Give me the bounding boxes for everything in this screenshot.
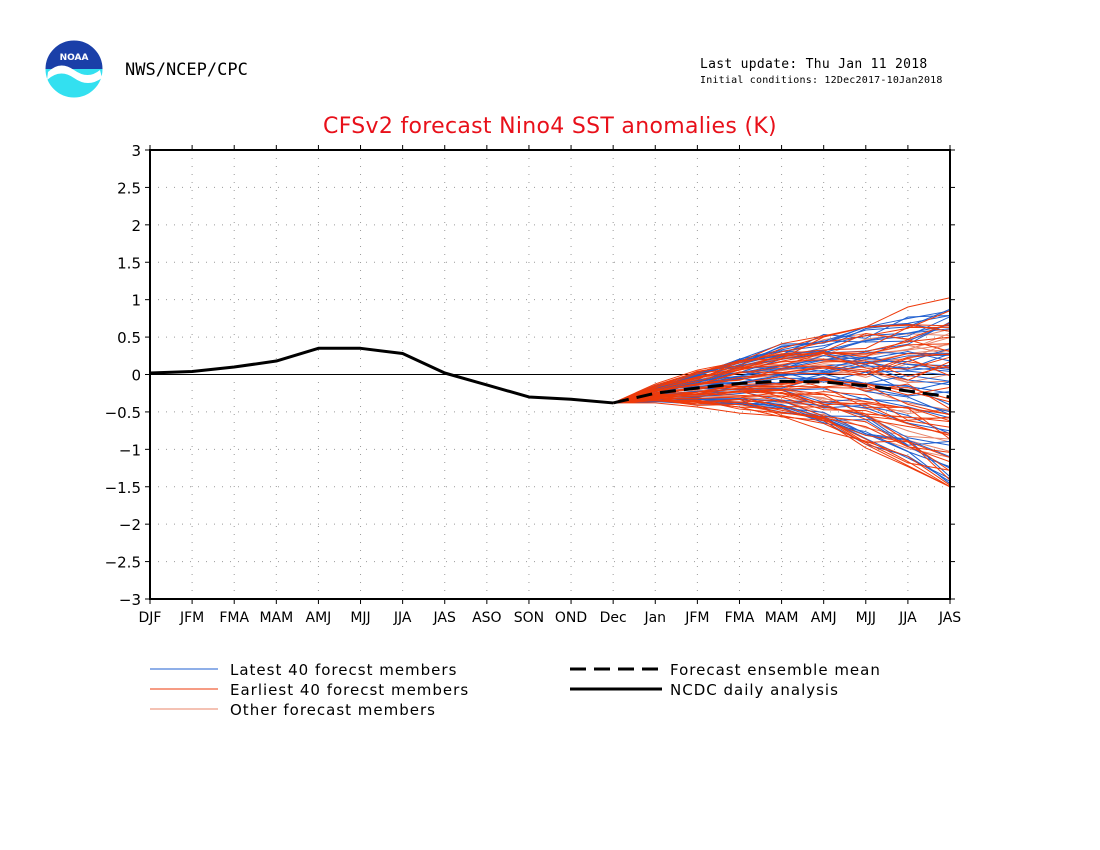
x-tick-label: JFM bbox=[684, 610, 709, 626]
y-tick-label: 1 bbox=[131, 292, 141, 310]
ensemble-earliest-line bbox=[613, 399, 951, 471]
y-tick-label: −1.5 bbox=[105, 479, 141, 497]
x-tick-label: MAM bbox=[259, 610, 293, 626]
x-tick-label: JJA bbox=[393, 610, 412, 626]
legend-other-label: Other forecast members bbox=[230, 701, 436, 719]
legend-earliest-label: Earliest 40 forecst members bbox=[230, 681, 470, 699]
x-tick-label: Dec bbox=[600, 610, 627, 626]
y-axis: 3 2.5 2 1.5 1 0.5 0 −0.5 −1 −1.5 −2 −2.5 −3 bbox=[105, 142, 955, 609]
ensemble-earliest-line bbox=[613, 402, 951, 486]
legend-latest-label: Latest 40 forecst members bbox=[230, 661, 458, 679]
initial-conditions: Initial conditions: 12Dec2017-10Jan2018 bbox=[700, 75, 943, 86]
ensemble-earliest-line bbox=[612, 324, 951, 404]
y-tick-label: −2.5 bbox=[105, 554, 141, 572]
x-tick-label: AMJ bbox=[306, 610, 332, 626]
ensemble-earliest-line bbox=[613, 389, 951, 415]
x-tick-label: MAM bbox=[765, 610, 799, 626]
x-tick-label: JJA bbox=[898, 610, 917, 626]
ensemble-earliest-line bbox=[612, 310, 951, 404]
last-update: Last update: Thu Jan 11 2018 bbox=[700, 57, 928, 72]
ensemble-earliest-line bbox=[612, 336, 951, 404]
ensemble-earliest-line bbox=[613, 396, 951, 459]
x-tick-label: Jan bbox=[643, 610, 666, 626]
y-tick-label: 0.5 bbox=[117, 329, 141, 347]
y-tick-label: −3 bbox=[119, 591, 141, 609]
x-tick-label: ASO bbox=[472, 610, 501, 626]
x-tick-label: DJF bbox=[139, 610, 162, 626]
ensemble-earliest-line bbox=[613, 353, 951, 404]
ensemble-earliest-line bbox=[612, 343, 951, 404]
ensemble-earliest-line bbox=[613, 378, 951, 416]
x-tick-label: MJJ bbox=[350, 610, 370, 626]
y-tick-label: −1 bbox=[119, 441, 141, 459]
x-tick-label: FMA bbox=[219, 610, 249, 626]
ensemble-mean-line bbox=[612, 379, 951, 405]
x-tick-label: MJJ bbox=[856, 610, 876, 626]
y-tick-label: −0.5 bbox=[105, 404, 141, 422]
noaa-logo: NOAA bbox=[42, 37, 106, 101]
ensemble-earliest-line bbox=[613, 326, 951, 404]
x-tick-label: OND bbox=[555, 610, 587, 626]
y-tick-label: 2.5 bbox=[117, 179, 141, 197]
legend bbox=[150, 667, 662, 710]
svg-text:NOAA: NOAA bbox=[60, 53, 89, 63]
ensemble-earliest-line bbox=[613, 391, 951, 434]
y-tick-label: 3 bbox=[131, 142, 141, 160]
ensemble-earliest-line bbox=[612, 324, 951, 404]
y-tick-label: 2 bbox=[131, 217, 141, 235]
y-tick-label: 0 bbox=[131, 367, 141, 385]
y-tick-label: 1.5 bbox=[117, 254, 141, 272]
ensemble-earliest-line bbox=[613, 400, 951, 472]
agency-label: NWS/NCEP/CPC bbox=[125, 60, 248, 80]
ensemble-earliest-line bbox=[612, 297, 951, 404]
ensemble-earliest-line bbox=[613, 390, 951, 436]
x-tick-label: JAS bbox=[938, 610, 961, 626]
x-tick-label: AMJ bbox=[811, 610, 837, 626]
x-tick-label: FMA bbox=[725, 610, 755, 626]
ncdc-analysis-line bbox=[149, 346, 614, 405]
legend-analysis-label: NCDC daily analysis bbox=[670, 681, 839, 699]
legend-mean-label: Forecast ensemble mean bbox=[670, 661, 881, 679]
ensemble-earliest-line bbox=[613, 357, 951, 404]
x-tick-label: SON bbox=[514, 610, 544, 626]
x-axis: DJF JFM FMA MAM AMJ MJJ JJA JAS ASO SON OND Dec Jan J… bbox=[139, 145, 961, 626]
chart-title: CFSv2 forecast Nino4 SST anomalies (K) bbox=[323, 114, 777, 139]
x-tick-label: JFM bbox=[179, 610, 204, 626]
x-tick-label: JAS bbox=[433, 610, 456, 626]
y-tick-label: −2 bbox=[119, 516, 141, 534]
